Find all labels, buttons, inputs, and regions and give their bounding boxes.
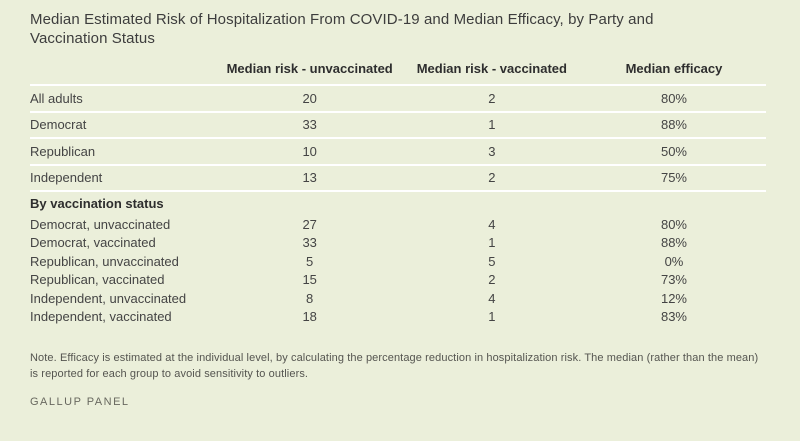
row-label: Democrat, unvaccinated (30, 216, 171, 232)
row-label: Democrat (30, 117, 87, 133)
cell-risk-vaccinated: 5 (488, 253, 496, 269)
row-label: Independent, unvaccinated (30, 290, 187, 306)
row-label: All adults (30, 90, 83, 106)
table-row-republican-vaccinated: Republican, vaccinated 15 2 73% (30, 271, 766, 290)
cell-efficacy: 80% (660, 216, 687, 232)
cell-risk-unvaccinated: 5 (306, 253, 314, 269)
cell-risk-unvaccinated: 33 (302, 117, 317, 133)
row-label: Independent (30, 170, 103, 186)
cell-risk-vaccinated: 4 (488, 216, 496, 232)
table-row-independent: Independent 13 2 75% (30, 166, 766, 192)
row-label: Republican, unvaccinated (30, 253, 179, 269)
gallup-table-page: Median Estimated Risk of Hospitalization… (30, 11, 766, 408)
page-title: Median Estimated Risk of Hospitalization… (30, 11, 654, 47)
cell-risk-vaccinated: 1 (488, 117, 496, 133)
cell-risk-unvaccinated: 10 (302, 143, 317, 159)
table-header-row: Median risk - unvaccinated Median risk -… (30, 53, 766, 86)
footnote: Note. Efficacy is estimated at the indiv… (30, 352, 759, 380)
cell-risk-unvaccinated: 13 (302, 170, 317, 186)
cell-risk-unvaccinated: 8 (306, 290, 314, 306)
table-row-all-adults: All adults 20 2 80% (30, 86, 766, 113)
data-table: Median risk - unvaccinated Median risk -… (30, 53, 766, 326)
table-row-independent-unvaccinated: Independent, unvaccinated 8 4 12% (30, 289, 766, 308)
table-row-democrat-vaccinated: Democrat, vaccinated 33 1 88% (30, 234, 766, 253)
column-header-risk-unvaccinated: Median risk - unvaccinated (226, 61, 393, 76)
cell-risk-vaccinated: 1 (488, 309, 496, 325)
cell-risk-vaccinated: 4 (488, 290, 496, 306)
cell-efficacy: 83% (660, 309, 687, 325)
cell-efficacy: 75% (660, 170, 687, 186)
table-row-republican-unvaccinated: Republican, unvaccinated 5 5 0% (30, 252, 766, 271)
cell-risk-unvaccinated: 33 (302, 235, 317, 251)
cell-risk-unvaccinated: 18 (302, 309, 317, 325)
table-row-independent-vaccinated: Independent, vaccinated 18 1 83% (30, 308, 766, 327)
source-label: GALLUP PANEL (30, 396, 130, 408)
cell-efficacy: 73% (660, 272, 687, 288)
cell-risk-vaccinated: 2 (488, 170, 496, 186)
cell-efficacy: 88% (660, 235, 687, 251)
row-label: Democrat, vaccinated (30, 235, 156, 251)
table-row-democrat-unvaccinated: Democrat, unvaccinated 27 4 80% (30, 215, 766, 234)
cell-risk-vaccinated: 2 (488, 272, 496, 288)
cell-risk-vaccinated: 2 (488, 90, 496, 106)
cell-risk-vaccinated: 1 (488, 235, 496, 251)
row-label: Republican (30, 143, 96, 159)
cell-risk-unvaccinated: 15 (302, 272, 317, 288)
cell-risk-unvaccinated: 27 (302, 216, 317, 232)
cell-efficacy: 0% (664, 253, 684, 269)
table-row-republican: Republican 10 3 50% (30, 139, 766, 166)
cell-efficacy: 80% (660, 90, 687, 106)
cell-efficacy: 88% (660, 117, 687, 133)
cell-risk-unvaccinated: 20 (302, 90, 317, 106)
row-label: Republican, vaccinated (30, 272, 165, 288)
column-header-risk-vaccinated: Median risk - vaccinated (416, 61, 567, 76)
column-header-efficacy: Median efficacy (625, 61, 723, 76)
table-row-democrat: Democrat 33 1 88% (30, 113, 766, 139)
cell-efficacy: 50% (660, 143, 687, 159)
section-header-vaccination-status: By vaccination status (30, 196, 164, 211)
row-label: Independent, vaccinated (30, 309, 172, 325)
cell-efficacy: 12% (660, 290, 687, 306)
cell-risk-vaccinated: 3 (488, 143, 496, 159)
